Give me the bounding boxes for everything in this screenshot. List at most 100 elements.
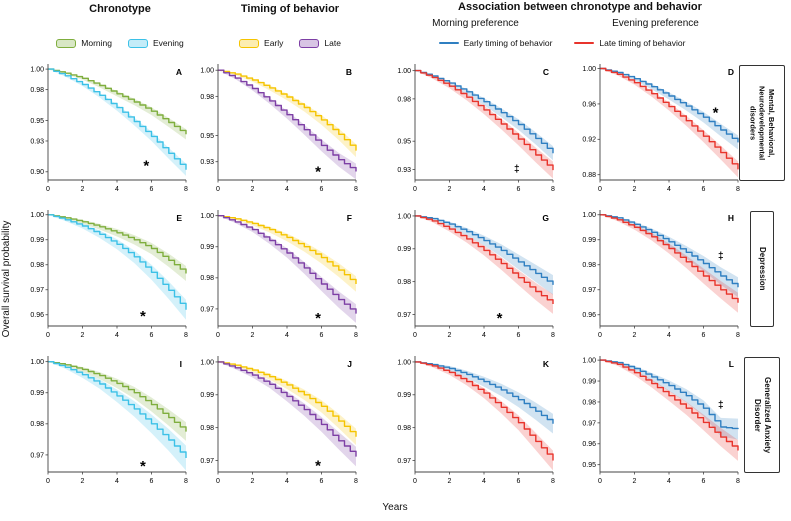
legend-chronotype: Morning Evening — [40, 36, 200, 50]
legend-timing: Early Late — [205, 36, 375, 50]
x-axis-label: Years — [382, 502, 408, 513]
panel-d: 1.00 0.96 0.92 0.88 0 2 4 6 8 D * — [567, 58, 742, 204]
svg-text:2: 2 — [448, 186, 452, 193]
svg-text:6: 6 — [517, 478, 521, 485]
column-header-timing: Timing of behavior — [240, 3, 340, 15]
legend-label-late: Late — [324, 38, 341, 48]
svg-text:0.98: 0.98 — [582, 399, 596, 406]
svg-text:0: 0 — [598, 478, 602, 485]
panel-g: 1.00 0.99 0.98 0.97 0 2 4 6 8 G * — [382, 204, 557, 350]
svg-text:1.00: 1.00 — [200, 68, 214, 75]
column-header-association: Association between chronotype and behav… — [458, 1, 702, 13]
panel-f: 1.00 0.99 0.98 0.97 0 2 4 6 8 F * — [185, 204, 360, 350]
svg-text:0.99: 0.99 — [582, 378, 596, 385]
svg-text:0.95: 0.95 — [30, 118, 44, 125]
legend-label-late-timing: Late timing of behavior — [599, 38, 686, 48]
svg-text:0.98: 0.98 — [30, 262, 44, 269]
subheader-evening-preference: Evening preference — [612, 18, 699, 29]
svg-text:*: * — [713, 104, 719, 121]
svg-text:0.97: 0.97 — [397, 458, 411, 465]
svg-text:*: * — [143, 158, 149, 175]
svg-text:0.96: 0.96 — [582, 101, 596, 108]
late-timing-line-icon — [574, 41, 595, 45]
svg-text:1.00: 1.00 — [200, 213, 214, 220]
svg-text:1.00: 1.00 — [582, 212, 596, 219]
svg-text:0.93: 0.93 — [200, 159, 214, 166]
svg-text:2: 2 — [81, 332, 85, 339]
legend-item-evening: Evening — [128, 38, 184, 48]
svg-text:D: D — [728, 67, 734, 77]
subheader-morning-preference: Morning preference — [432, 18, 519, 29]
svg-text:1.00: 1.00 — [30, 212, 44, 219]
legend-item-early: Early — [239, 38, 283, 48]
svg-text:0.97: 0.97 — [397, 312, 411, 319]
panel-i: 1.00 0.99 0.98 0.97 0 2 4 6 8 I * — [15, 350, 190, 496]
svg-text:0.99: 0.99 — [397, 246, 411, 253]
svg-text:H: H — [728, 213, 734, 223]
svg-text:‡: ‡ — [718, 400, 724, 411]
legend-label-early: Early — [264, 38, 284, 48]
row-label-mental-behavioral: Mental, Behavioral, Neurodevelopmental d… — [739, 65, 785, 181]
early-swatch-icon — [239, 38, 260, 48]
svg-text:0: 0 — [598, 332, 602, 339]
svg-text:1.00: 1.00 — [582, 358, 596, 365]
row-label-generalized-anxiety: Generalized Anxiety Disorder — [744, 357, 780, 473]
svg-text:*: * — [315, 310, 321, 327]
svg-text:0.96: 0.96 — [582, 441, 596, 448]
svg-text:8: 8 — [736, 186, 740, 193]
panel-j: 1.00 0.99 0.98 0.97 0 2 4 6 8 J * — [185, 350, 360, 496]
svg-text:*: * — [140, 458, 146, 475]
svg-text:4: 4 — [667, 186, 671, 193]
svg-text:0.98: 0.98 — [397, 96, 411, 103]
svg-text:8: 8 — [354, 332, 358, 339]
svg-text:2: 2 — [251, 332, 255, 339]
svg-text:4: 4 — [667, 332, 671, 339]
panel-e: 1.00 0.99 0.98 0.97 0.96 0 2 4 6 8 E * — [15, 204, 190, 350]
svg-text:A: A — [176, 67, 182, 77]
legend-label-early-timing: Early timing of behavior — [463, 38, 553, 48]
svg-text:6: 6 — [150, 332, 154, 339]
svg-text:6: 6 — [150, 186, 154, 193]
svg-text:B: B — [346, 67, 352, 77]
svg-text:4: 4 — [115, 478, 119, 485]
svg-text:0: 0 — [46, 332, 50, 339]
svg-text:‡: ‡ — [718, 251, 724, 262]
svg-text:0: 0 — [46, 478, 50, 485]
svg-text:6: 6 — [702, 332, 706, 339]
svg-text:6: 6 — [150, 478, 154, 485]
svg-text:0.96: 0.96 — [582, 312, 596, 319]
svg-text:0.95: 0.95 — [397, 139, 411, 146]
svg-text:0.98: 0.98 — [200, 94, 214, 101]
svg-text:1.00: 1.00 — [397, 359, 411, 366]
svg-text:0.99: 0.99 — [397, 392, 411, 399]
panel-c: 1.00 0.98 0.95 0.93 0 2 4 6 8 C ‡ — [382, 58, 557, 204]
svg-text:0.98: 0.98 — [397, 279, 411, 286]
svg-text:*: * — [140, 308, 146, 325]
svg-text:4: 4 — [482, 478, 486, 485]
svg-text:2: 2 — [448, 332, 452, 339]
svg-text:8: 8 — [354, 478, 358, 485]
legend-label-morning: Morning — [81, 38, 112, 48]
svg-text:8: 8 — [184, 186, 188, 193]
legend-item-morning: Morning — [56, 38, 112, 48]
svg-text:2: 2 — [81, 186, 85, 193]
svg-text:0.93: 0.93 — [397, 167, 411, 174]
svg-text:4: 4 — [115, 186, 119, 193]
evening-swatch-icon — [128, 38, 148, 48]
svg-text:0.99: 0.99 — [582, 237, 596, 244]
svg-text:0: 0 — [413, 186, 417, 193]
svg-text:‡: ‡ — [514, 164, 520, 175]
svg-text:8: 8 — [736, 332, 740, 339]
svg-text:0.99: 0.99 — [30, 237, 44, 244]
svg-text:0: 0 — [216, 478, 220, 485]
svg-text:4: 4 — [115, 332, 119, 339]
svg-text:6: 6 — [320, 478, 324, 485]
svg-text:0.95: 0.95 — [200, 133, 214, 140]
svg-text:0.92: 0.92 — [582, 137, 596, 144]
legend-item-early-timing: Early timing of behavior — [438, 38, 553, 48]
svg-text:0: 0 — [46, 186, 50, 193]
svg-text:*: * — [315, 164, 321, 181]
svg-text:6: 6 — [320, 186, 324, 193]
panel-b: 1.00 0.98 0.95 0.93 0 2 4 6 8 B * — [185, 58, 360, 204]
svg-text:0: 0 — [413, 478, 417, 485]
